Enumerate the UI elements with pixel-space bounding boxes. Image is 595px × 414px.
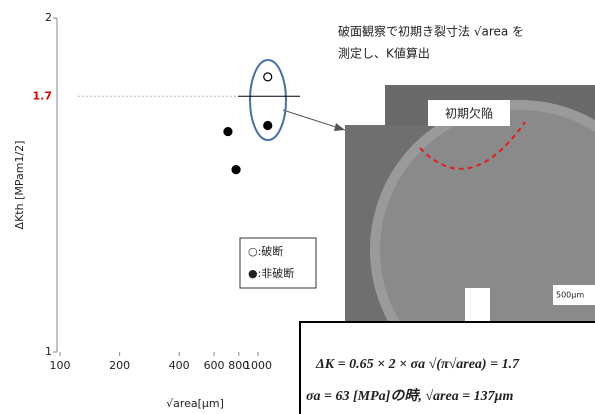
- fracture-photo: 初期欠陥 500μm: [345, 85, 595, 400]
- formula-line: ΔK = 0.65 × 2 × σa √(π√area) = 1.7: [315, 357, 520, 372]
- photo-label: 初期欠陥: [445, 106, 493, 121]
- x-tick-label: 200: [109, 359, 130, 372]
- legend-label: ○:破断: [248, 244, 283, 258]
- x-tick-label: 600: [204, 359, 225, 372]
- y-tick-label: 2: [45, 11, 52, 24]
- arrow-head: [334, 123, 345, 131]
- y-tick-label: 1: [45, 345, 52, 358]
- reference-label: 1.7: [33, 89, 53, 102]
- point: [263, 120, 273, 131]
- y-axis-label: ΔKth [MPam1/2]: [13, 141, 26, 230]
- legend-label: ●:非破断: [248, 266, 294, 280]
- formula-line: σa = 63 [MPa]の時, √area = 137μm: [306, 387, 513, 404]
- legend: [239, 237, 317, 289]
- x-tick-label: 1000: [244, 359, 272, 372]
- note-line: 測定し、K値算出: [338, 46, 430, 61]
- note-line: 破面観察で初期き裂寸法 √area を: [338, 24, 524, 39]
- x-tick-label: 100: [50, 359, 71, 372]
- x-tick-label: 800: [228, 359, 249, 372]
- point: [223, 126, 233, 137]
- highlight-ellipse: [249, 59, 287, 141]
- point: [263, 72, 273, 82]
- x-tick-label: 400: [169, 359, 190, 372]
- point: [231, 165, 241, 175]
- formula-box: [299, 321, 595, 414]
- scale-label: 500μm: [556, 291, 584, 300]
- arrow: [282, 109, 346, 131]
- x-axis-label: √area[μm]: [166, 397, 224, 410]
